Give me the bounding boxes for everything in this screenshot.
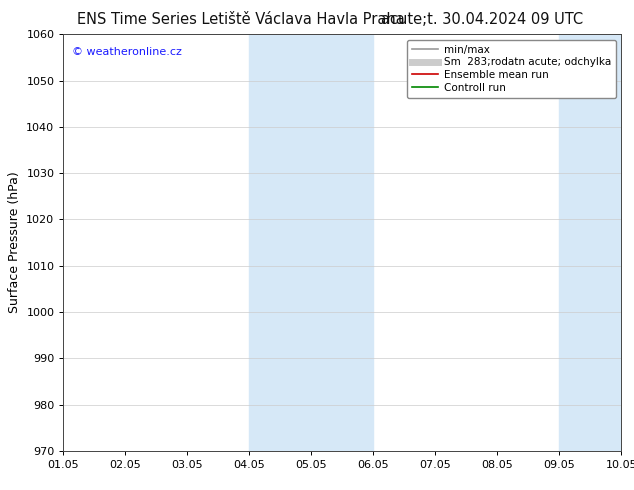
Legend: min/max, Sm  283;rodatn acute; odchylka, Ensemble mean run, Controll run: min/max, Sm 283;rodatn acute; odchylka, … <box>407 40 616 98</box>
Text: ENS Time Series Letiště Václava Havla Praha: ENS Time Series Letiště Václava Havla Pr… <box>77 12 404 27</box>
Bar <box>559 34 621 451</box>
Text: acute;t. 30.04.2024 09 UTC: acute;t. 30.04.2024 09 UTC <box>381 12 583 27</box>
Bar <box>249 34 373 451</box>
Text: © weatheronline.cz: © weatheronline.cz <box>72 47 182 57</box>
Y-axis label: Surface Pressure (hPa): Surface Pressure (hPa) <box>8 172 21 314</box>
